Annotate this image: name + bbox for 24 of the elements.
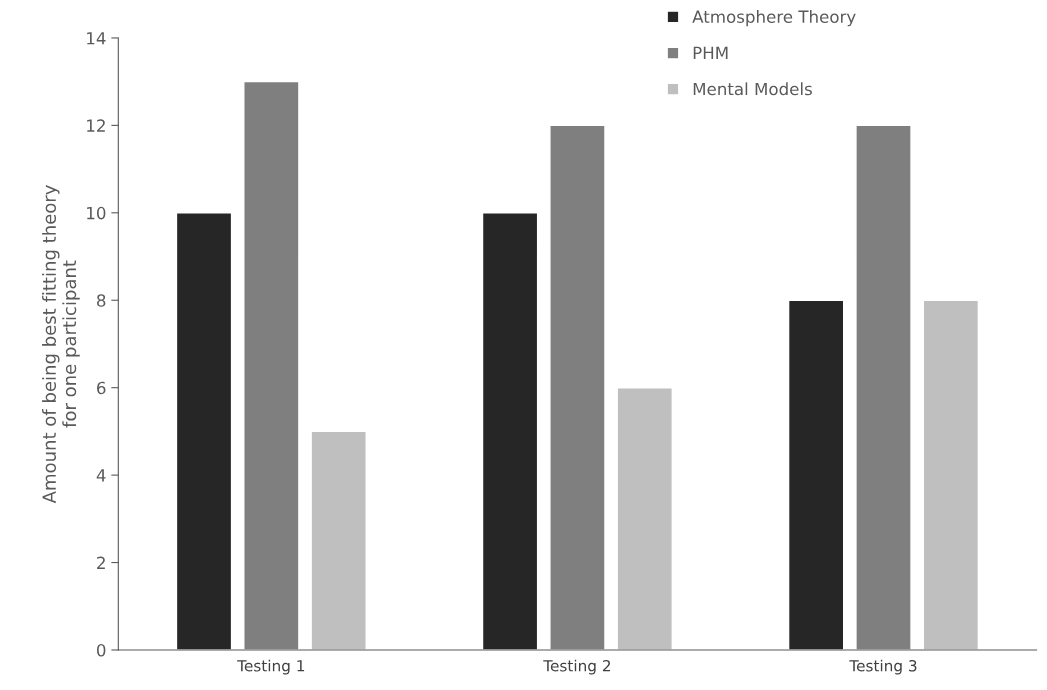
bar — [787, 299, 845, 650]
y-tick-label: 10 — [87, 206, 106, 220]
legend-label: Mental Models — [693, 82, 812, 96]
bar — [855, 124, 912, 650]
bar — [549, 124, 606, 650]
bar — [310, 430, 367, 650]
bar — [616, 386, 673, 650]
y-tick-label: 4 — [96, 469, 106, 482]
bar — [243, 80, 300, 650]
y-tick-label: 8 — [97, 294, 106, 307]
y-tick-label: 12 — [87, 119, 105, 132]
y-tick-label: 0 — [97, 643, 106, 657]
bar — [922, 299, 980, 650]
legend-label: Atmosphere Theory — [692, 10, 856, 27]
x-tick-label: Testing 1 — [237, 659, 305, 675]
y-axis-title: Amount of being best fitting theory for one participant — [42, 185, 80, 504]
bar — [481, 212, 539, 650]
y-tick-label: 14 — [87, 32, 106, 45]
y-tick-label: 2 — [97, 556, 105, 569]
x-tick-label: Testing 2 — [543, 659, 611, 675]
x-tick-label: Testing 3 — [849, 659, 917, 675]
legend-label: PHM — [693, 46, 728, 59]
bar — [175, 212, 233, 650]
y-tick-label: 6 — [97, 381, 106, 395]
